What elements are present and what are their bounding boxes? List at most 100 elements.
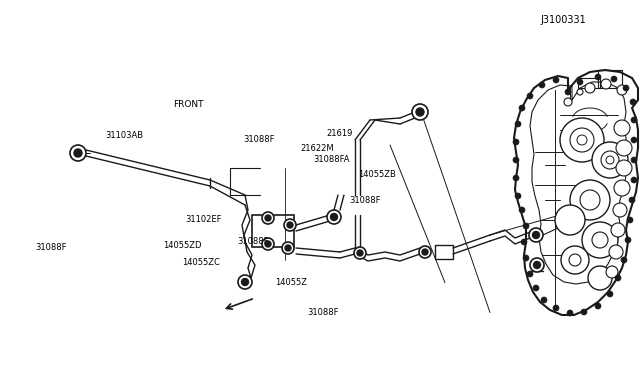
Circle shape	[614, 180, 630, 196]
Text: 31102EF: 31102EF	[186, 215, 222, 224]
Circle shape	[534, 262, 541, 269]
Text: 31088F: 31088F	[237, 237, 268, 246]
Circle shape	[282, 242, 294, 254]
Circle shape	[615, 275, 621, 281]
Text: 31088F: 31088F	[35, 243, 67, 252]
Circle shape	[560, 118, 604, 162]
Circle shape	[569, 254, 581, 266]
Text: 31088FA: 31088FA	[314, 155, 350, 164]
Circle shape	[601, 79, 611, 89]
Circle shape	[241, 279, 248, 285]
Text: 31088F: 31088F	[307, 308, 339, 317]
Circle shape	[570, 128, 594, 152]
Text: 21619: 21619	[326, 129, 353, 138]
Circle shape	[419, 246, 431, 258]
Circle shape	[527, 93, 533, 99]
Text: 14055ZC: 14055ZC	[182, 258, 220, 267]
Circle shape	[577, 89, 583, 95]
Circle shape	[532, 231, 540, 238]
Circle shape	[238, 275, 252, 289]
Circle shape	[595, 303, 601, 309]
Text: 31088F: 31088F	[243, 135, 275, 144]
Text: 14055ZB: 14055ZB	[358, 170, 396, 179]
Circle shape	[630, 99, 636, 105]
Text: 21622M: 21622M	[301, 144, 335, 153]
Circle shape	[588, 266, 612, 290]
Circle shape	[607, 291, 613, 297]
Circle shape	[513, 157, 519, 163]
Circle shape	[606, 156, 614, 164]
Circle shape	[611, 223, 625, 237]
Circle shape	[541, 297, 547, 303]
Circle shape	[513, 175, 519, 181]
Circle shape	[627, 217, 633, 223]
Circle shape	[521, 239, 527, 245]
Circle shape	[357, 250, 363, 256]
Circle shape	[412, 104, 428, 120]
Circle shape	[580, 190, 600, 210]
Bar	[252, 215, 294, 247]
Circle shape	[262, 212, 274, 224]
Text: 14055ZD: 14055ZD	[163, 241, 202, 250]
Circle shape	[613, 203, 627, 217]
Circle shape	[285, 245, 291, 251]
Circle shape	[416, 108, 424, 116]
Circle shape	[631, 157, 637, 163]
Circle shape	[327, 210, 341, 224]
Circle shape	[564, 98, 572, 106]
Circle shape	[611, 76, 617, 82]
Circle shape	[354, 247, 366, 259]
Text: 31103AB: 31103AB	[106, 131, 144, 140]
Circle shape	[422, 249, 428, 255]
Circle shape	[262, 238, 274, 250]
Circle shape	[529, 228, 543, 242]
Text: FRONT: FRONT	[173, 100, 204, 109]
Circle shape	[623, 85, 629, 91]
Circle shape	[284, 219, 296, 231]
Text: 14055Z: 14055Z	[275, 278, 307, 287]
Circle shape	[631, 137, 637, 143]
Circle shape	[74, 149, 82, 157]
Circle shape	[530, 258, 544, 272]
Circle shape	[70, 145, 86, 161]
Circle shape	[617, 85, 627, 95]
Circle shape	[539, 82, 545, 88]
Circle shape	[527, 271, 533, 277]
Bar	[435, 245, 453, 259]
Circle shape	[570, 180, 610, 220]
Circle shape	[585, 83, 595, 93]
Circle shape	[553, 77, 559, 83]
Circle shape	[609, 245, 623, 259]
Circle shape	[616, 140, 632, 156]
Circle shape	[567, 310, 573, 316]
Circle shape	[614, 120, 630, 136]
Circle shape	[265, 215, 271, 221]
Text: J3100331: J3100331	[541, 16, 586, 25]
Circle shape	[592, 232, 608, 248]
Circle shape	[265, 241, 271, 247]
Circle shape	[592, 142, 628, 178]
Circle shape	[577, 135, 587, 145]
Circle shape	[519, 105, 525, 111]
Circle shape	[561, 246, 589, 274]
Circle shape	[581, 309, 587, 315]
Circle shape	[565, 89, 571, 95]
Circle shape	[629, 197, 635, 203]
Circle shape	[595, 74, 601, 80]
Circle shape	[577, 79, 583, 85]
Circle shape	[519, 207, 525, 213]
Circle shape	[631, 117, 637, 123]
Circle shape	[621, 257, 627, 263]
Circle shape	[582, 222, 618, 258]
Circle shape	[553, 305, 559, 311]
Circle shape	[616, 160, 632, 176]
Circle shape	[513, 139, 519, 145]
Circle shape	[330, 214, 337, 221]
Circle shape	[515, 121, 521, 127]
Text: 31088F: 31088F	[349, 196, 380, 205]
Circle shape	[601, 151, 619, 169]
Circle shape	[631, 177, 637, 183]
Circle shape	[625, 237, 631, 243]
Circle shape	[606, 266, 618, 278]
Circle shape	[523, 223, 529, 229]
